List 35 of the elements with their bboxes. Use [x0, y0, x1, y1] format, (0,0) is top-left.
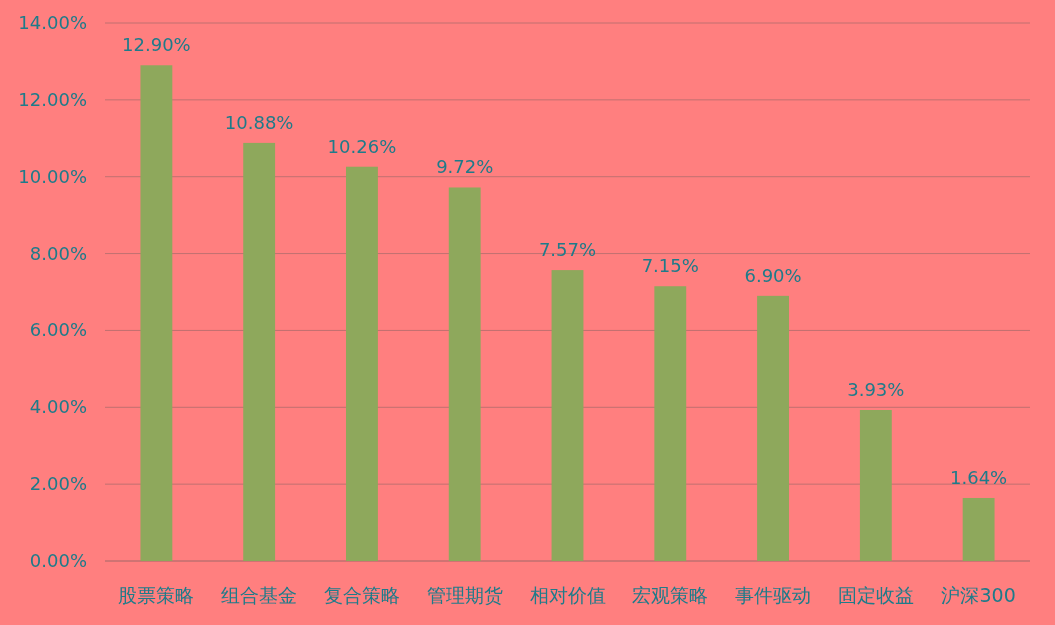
data-label: 10.88% — [224, 111, 294, 133]
x-tick-label: 沪深300 — [941, 584, 1016, 606]
data-label: 7.57% — [538, 239, 597, 261]
x-tick-label: 组合基金 — [221, 584, 298, 606]
x-tick-label: 管理期货 — [426, 584, 503, 606]
bar — [962, 497, 995, 561]
bar — [243, 142, 276, 561]
y-tick-label: 6.00% — [29, 319, 87, 341]
bar — [551, 270, 584, 561]
data-label: 6.90% — [744, 264, 802, 286]
data-label: 12.90% — [122, 34, 191, 56]
y-tick-label: 12.00% — [18, 88, 87, 110]
data-label: 10.26% — [327, 135, 397, 157]
y-tick-label: 0.00% — [29, 550, 87, 571]
bar — [346, 166, 378, 561]
bar — [140, 65, 173, 561]
data-label: 9.72% — [436, 156, 494, 178]
y-tick-label: 10.00% — [18, 165, 87, 187]
bar — [654, 286, 687, 561]
x-tick-label: 事件驱动 — [735, 584, 812, 606]
x-tick-label: 宏观策略 — [632, 584, 709, 606]
y-tick-label: 4.00% — [29, 396, 87, 418]
data-label: 3.93% — [847, 378, 905, 400]
bar — [448, 187, 481, 561]
y-tick-label: 8.00% — [29, 242, 87, 264]
data-label: 7.15% — [641, 255, 699, 277]
data-label: 1.64% — [950, 466, 1008, 488]
x-tick-label: 股票策略 — [118, 584, 195, 606]
bar — [859, 409, 892, 561]
bar — [757, 295, 789, 561]
x-tick-label: 相对价值 — [529, 584, 606, 606]
y-tick-label: 14.00% — [18, 12, 87, 33]
x-tick-label: 固定收益 — [837, 584, 914, 606]
y-tick-label: 2.00% — [29, 473, 87, 495]
x-tick-label: 复合策略 — [323, 584, 400, 606]
